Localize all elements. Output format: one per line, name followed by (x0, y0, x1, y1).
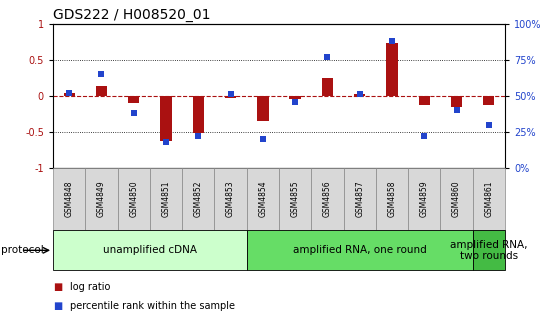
Bar (322, 78, 333, 96)
Text: ■: ■ (53, 301, 62, 311)
Bar (257, 96, 268, 121)
Text: percentile rank within the sample: percentile rank within the sample (70, 301, 235, 311)
Bar (247, 230, 473, 270)
Bar (354, 94, 365, 96)
Bar (418, 96, 430, 105)
Bar (193, 96, 204, 133)
Text: GSM4852: GSM4852 (194, 181, 203, 217)
Bar (64, 93, 75, 96)
Text: GSM4848: GSM4848 (65, 181, 74, 217)
Text: amplified RNA, one round: amplified RNA, one round (293, 245, 426, 255)
Bar (408, 168, 440, 230)
Bar (473, 168, 505, 230)
Text: log ratio: log ratio (70, 282, 110, 292)
Bar (344, 168, 376, 230)
Text: protocol: protocol (1, 245, 44, 255)
Text: GSM4849: GSM4849 (97, 181, 106, 217)
Bar (182, 168, 214, 230)
Bar (311, 168, 344, 230)
Bar (53, 230, 247, 270)
Bar (53, 168, 85, 230)
Bar (96, 86, 107, 96)
Bar (160, 96, 172, 140)
Bar (247, 168, 279, 230)
Bar (440, 168, 473, 230)
Bar (214, 168, 247, 230)
Text: GSM4850: GSM4850 (129, 181, 138, 217)
Text: GSM4859: GSM4859 (420, 181, 429, 217)
Text: amplified RNA,
two rounds: amplified RNA, two rounds (450, 240, 528, 261)
Bar (290, 96, 301, 99)
Text: GSM4855: GSM4855 (291, 181, 300, 217)
Bar (85, 168, 118, 230)
Text: unamplified cDNA: unamplified cDNA (103, 245, 197, 255)
Text: GSM4856: GSM4856 (323, 181, 332, 217)
Bar (128, 96, 140, 103)
Text: GSM4854: GSM4854 (258, 181, 267, 217)
Bar (279, 168, 311, 230)
Text: GSM4851: GSM4851 (161, 181, 171, 217)
Text: GDS222 / H008520_01: GDS222 / H008520_01 (53, 8, 210, 23)
Text: GSM4857: GSM4857 (355, 181, 364, 217)
Bar (150, 168, 182, 230)
Text: GSM4861: GSM4861 (484, 181, 493, 217)
Text: GSM4860: GSM4860 (452, 181, 461, 217)
Bar (473, 230, 505, 270)
Bar (483, 96, 494, 105)
Text: GSM4853: GSM4853 (226, 181, 235, 217)
Bar (451, 96, 462, 107)
Text: ■: ■ (53, 282, 62, 292)
Bar (225, 96, 236, 98)
Bar (118, 168, 150, 230)
Bar (376, 168, 408, 230)
Text: GSM4858: GSM4858 (387, 181, 397, 217)
Bar (386, 43, 398, 96)
